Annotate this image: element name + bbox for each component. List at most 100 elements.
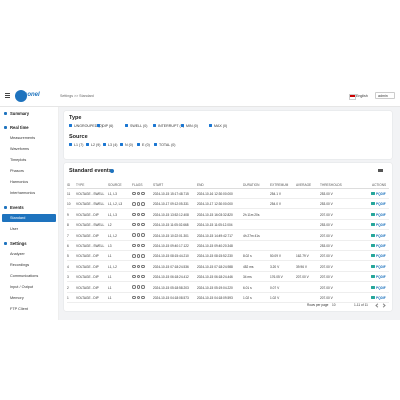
cell: 3 bbox=[67, 275, 69, 280]
action-icon[interactable] bbox=[371, 275, 375, 279]
action-link[interactable]: PQDIF bbox=[376, 285, 386, 290]
nav-item[interactable]: Measurements bbox=[10, 136, 36, 140]
cell: L1 bbox=[108, 285, 112, 290]
flag-icon bbox=[136, 191, 141, 196]
rows-per-page[interactable]: 10 bbox=[332, 303, 336, 307]
filter-title: Type bbox=[69, 115, 82, 121]
flag-icon bbox=[136, 233, 141, 237]
nav-group[interactable]: Real time bbox=[10, 125, 29, 130]
flag-icon bbox=[141, 254, 145, 258]
checkbox[interactable] bbox=[103, 143, 107, 147]
nav-item[interactable]: Standard bbox=[10, 216, 26, 220]
action-link[interactable]: PQDIF bbox=[376, 296, 386, 300]
checkbox[interactable] bbox=[120, 143, 124, 147]
action-icon[interactable] bbox=[371, 233, 375, 237]
nav-item[interactable]: Recordings bbox=[10, 263, 30, 267]
flag-icon bbox=[132, 285, 136, 289]
nav-group[interactable]: Summary bbox=[10, 111, 30, 116]
nav-item[interactable]: Waveforms bbox=[10, 147, 30, 151]
nav-item[interactable]: Timeplots bbox=[10, 158, 27, 162]
flag-icon bbox=[132, 243, 136, 248]
cell: VOLTAGE - DIP bbox=[76, 275, 99, 280]
cell: 2024-10-15 09:40:17.122 bbox=[153, 244, 189, 248]
action-icon[interactable] bbox=[371, 285, 375, 289]
nav-item[interactable]: Harmonics bbox=[10, 180, 29, 184]
cell: 162.79 V bbox=[296, 254, 309, 259]
nav-item[interactable]: User bbox=[10, 227, 19, 231]
nav-item[interactable]: Input / Output bbox=[10, 285, 34, 289]
action-icon[interactable] bbox=[371, 254, 375, 258]
flag-icon bbox=[136, 202, 141, 206]
language[interactable]: English bbox=[356, 94, 368, 98]
action-icon[interactable] bbox=[371, 212, 375, 216]
action-link[interactable]: PQDIF bbox=[376, 192, 386, 196]
flag-icon bbox=[132, 202, 136, 206]
action-icon[interactable] bbox=[371, 296, 375, 299]
column-header: SOURCE bbox=[108, 183, 122, 187]
cell: VOLTAGE - DIP bbox=[76, 212, 99, 217]
menu-button[interactable] bbox=[5, 93, 10, 94]
nav-item[interactable]: FTP Client bbox=[10, 307, 28, 311]
user-menu[interactable]: admin bbox=[375, 92, 395, 99]
cell: 10 bbox=[67, 202, 71, 207]
action-icon[interactable] bbox=[371, 244, 375, 247]
prev-page[interactable] bbox=[375, 302, 380, 308]
checkbox-label: L2 (9) bbox=[91, 143, 101, 147]
checkbox-label: L1 (7) bbox=[74, 143, 84, 147]
action-icon[interactable] bbox=[371, 192, 375, 195]
cell: 2024-10-15 13:52:12.408 bbox=[153, 212, 189, 217]
cell: 2h 11m 20s bbox=[243, 212, 260, 217]
cell: 2024-10-15 09:40:20.348 bbox=[197, 244, 233, 248]
checkbox[interactable] bbox=[86, 143, 90, 147]
cell: L3 bbox=[108, 244, 112, 248]
checkbox[interactable] bbox=[125, 124, 129, 128]
nav-active-bg bbox=[2, 213, 56, 222]
action-link[interactable]: PQDIF bbox=[376, 275, 386, 280]
nav-item[interactable]: Phasors bbox=[10, 169, 24, 173]
export-button[interactable] bbox=[378, 169, 383, 172]
action-link[interactable]: PQDIF bbox=[376, 212, 386, 217]
cell: L1, L2, L3 bbox=[108, 202, 123, 207]
checkbox[interactable] bbox=[209, 124, 213, 128]
cell: 7 bbox=[67, 233, 69, 238]
flag-icon bbox=[132, 295, 136, 300]
nav-item[interactable]: Memory bbox=[10, 296, 24, 300]
flag-icon bbox=[141, 264, 145, 269]
flag-icon bbox=[136, 274, 141, 279]
checkbox[interactable] bbox=[181, 124, 185, 128]
checkbox[interactable] bbox=[69, 143, 73, 147]
rows-per-page-label: Rows per page bbox=[307, 303, 329, 307]
action-icon[interactable] bbox=[371, 264, 375, 268]
cell: 207.00 V bbox=[296, 275, 309, 280]
cell: 452 ms bbox=[243, 264, 254, 269]
cell: 254.1 V bbox=[270, 192, 281, 196]
checkbox[interactable] bbox=[69, 124, 73, 128]
cell: L1, L2 bbox=[108, 233, 117, 238]
action-link[interactable]: PQDIF bbox=[376, 264, 386, 269]
action-icon[interactable] bbox=[371, 202, 375, 206]
action-link[interactable]: PQDIF bbox=[376, 244, 386, 248]
action-icon[interactable] bbox=[371, 223, 375, 227]
logo-mark bbox=[15, 90, 27, 102]
next-page[interactable] bbox=[381, 302, 386, 308]
cell: 5 bbox=[67, 254, 69, 259]
nav-group[interactable]: Events bbox=[10, 205, 24, 210]
checkbox[interactable] bbox=[97, 124, 101, 128]
nav-group[interactable]: Settings bbox=[10, 241, 27, 246]
checkbox[interactable] bbox=[154, 143, 158, 147]
checkbox[interactable] bbox=[137, 143, 141, 147]
flag-icon bbox=[136, 243, 141, 248]
flag-icon bbox=[132, 222, 136, 227]
nav-item[interactable]: Communications bbox=[10, 274, 39, 278]
header-divider bbox=[67, 188, 389, 189]
nav-item[interactable]: Analyzer bbox=[10, 252, 25, 256]
action-link[interactable]: PQDIF bbox=[376, 223, 386, 228]
action-link[interactable]: PQDIF bbox=[376, 202, 386, 207]
cell: 2024-10-15 07:18:24.536 bbox=[153, 264, 189, 269]
logo: sonel bbox=[24, 92, 40, 98]
action-link[interactable]: PQDIF bbox=[376, 233, 386, 238]
checkbox[interactable] bbox=[153, 124, 157, 128]
checkbox-label: UNGROUPED (0) bbox=[74, 124, 103, 128]
action-link[interactable]: PQDIF bbox=[376, 254, 386, 259]
nav-item[interactable]: Interharmonics bbox=[10, 191, 36, 195]
